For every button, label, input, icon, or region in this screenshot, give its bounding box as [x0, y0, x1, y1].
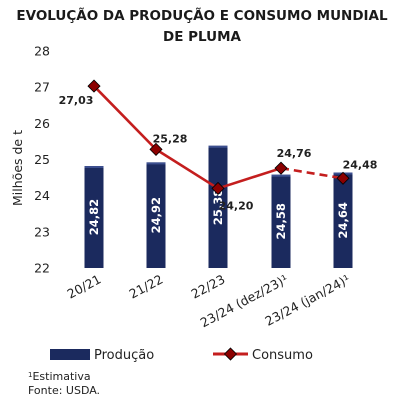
bar-highlight — [271, 174, 291, 177]
bar-highlight — [208, 145, 228, 148]
point-consumo — [87, 79, 101, 93]
legend-label-consumo: Consumo — [252, 348, 313, 363]
bar-value-label: 25,38 — [211, 189, 225, 225]
y-tick-label: 28 — [34, 44, 50, 59]
line-segment-consumo — [155, 148, 219, 190]
bar-producao — [271, 174, 291, 268]
bar-highlight — [146, 162, 166, 165]
bar-value-label: 24,92 — [149, 197, 163, 233]
legend-label-producao: Produção — [94, 348, 154, 363]
chart-title-line-2: DE PLUMA — [163, 29, 242, 45]
legend-marker-consumo — [223, 347, 238, 361]
y-tick-label: 22 — [34, 261, 50, 276]
bar-producao — [208, 145, 228, 268]
point-value-label: 24,48 — [343, 158, 378, 171]
legend-swatch-producao — [50, 349, 90, 360]
y-tick-label: 24 — [34, 188, 50, 203]
point-value-label: 24,20 — [219, 199, 254, 212]
x-tick-label: 21/22 — [127, 271, 166, 301]
point-consumo — [274, 161, 288, 175]
footnote-estimate-text: Estimativa — [32, 370, 90, 383]
bar-highlight — [84, 166, 104, 169]
point-value-label: 25,28 — [153, 132, 188, 145]
y-tick-label: 26 — [34, 116, 50, 131]
point-value-label: 24,76 — [277, 147, 312, 160]
point-consumo — [149, 142, 163, 156]
bar-producao — [333, 172, 353, 268]
bar-producao — [146, 162, 166, 268]
point-value-label: 27,03 — [59, 94, 94, 107]
chart-title-line-1: EVOLUÇÃO DA PRODUÇÃO E CONSUMO MUNDIAL — [16, 7, 388, 24]
footnote-marker: 1 — [28, 371, 32, 379]
bar-producao — [84, 166, 104, 268]
bar-value-label: 24,64 — [336, 202, 350, 238]
legend: Produção Consumo — [50, 347, 313, 363]
bar-value-label: 24,82 — [87, 199, 101, 235]
footnote-estimate: 1Estimativa — [28, 370, 91, 383]
line-segment-consumo — [280, 166, 344, 180]
line-segment-consumo — [93, 85, 157, 151]
y-axis-label: Milhões de t — [10, 130, 25, 206]
x-tick-label: 22/23 — [189, 271, 228, 301]
bar-value-label: 24,58 — [274, 203, 288, 239]
y-tick-label: 25 — [34, 152, 50, 167]
point-consumo — [211, 181, 225, 195]
x-tick-label: 20/21 — [65, 271, 104, 301]
y-tick-label: 23 — [34, 224, 50, 239]
y-tick-label: 27 — [34, 80, 50, 95]
line-segment-consumo — [217, 166, 282, 190]
footnote-source: Fonte: USDA. — [28, 384, 100, 397]
point-consumo — [336, 171, 350, 185]
